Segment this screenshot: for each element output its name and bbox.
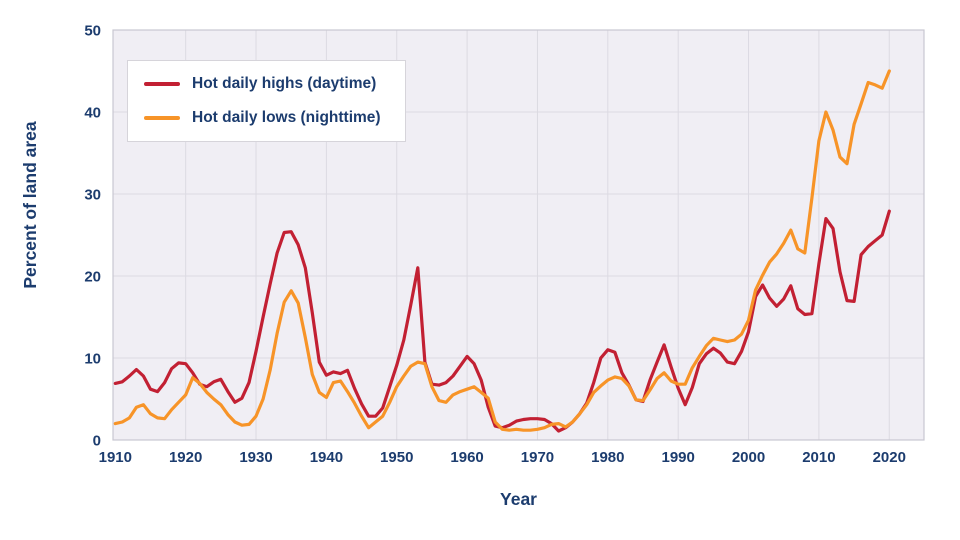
y-tick-label: 10 [84, 351, 101, 368]
x-tick-label: 2000 [732, 449, 765, 466]
y-tick-label: 0 [93, 433, 101, 450]
y-tick-label: 30 [84, 187, 101, 204]
plot-border [112, 29, 925, 441]
legend-label-daytime-highs: Hot daily highs (daytime) [192, 75, 377, 92]
legend-swatch-daytime-highs [144, 82, 180, 86]
y-axis-title: Percent of land area [20, 121, 40, 289]
x-tick-label: 2020 [873, 449, 906, 466]
x-tick-label: 2010 [802, 449, 835, 466]
x-tick-label: 1930 [239, 449, 272, 466]
y-tick-label: 50 [84, 23, 101, 40]
x-tick-label: 1920 [169, 449, 202, 466]
legend-label-nighttime-lows: Hot daily lows (nighttime) [192, 109, 381, 126]
x-tick-label: 1960 [450, 449, 483, 466]
x-tick-label: 1990 [661, 449, 694, 466]
x-tick-label: 1980 [591, 449, 624, 466]
line-hot-daily-lows [113, 69, 891, 432]
legend-item-daytime-highs: Hot daily highs (daytime) [144, 74, 381, 94]
y-tick-label: 20 [84, 269, 101, 286]
x-tick-label: 1970 [521, 449, 554, 466]
legend: Hot daily highs (daytime) Hot daily lows… [127, 60, 406, 142]
x-tick-label: 1940 [310, 449, 343, 466]
x-tick-label: 1950 [380, 449, 413, 466]
legend-item-nighttime-lows: Hot daily lows (nighttime) [144, 108, 381, 128]
legend-swatch-nighttime-lows [144, 116, 180, 120]
y-tick-label: 40 [84, 105, 101, 122]
x-axis-title: Year [500, 489, 537, 509]
x-tick-label: 1910 [99, 449, 132, 466]
